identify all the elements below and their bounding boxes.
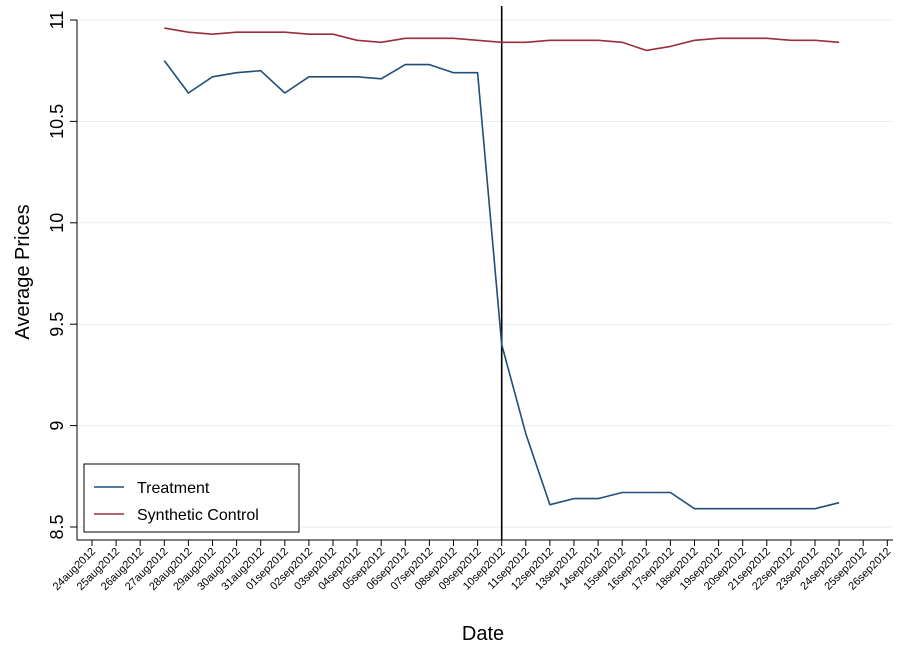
y-ticks: 8.5 9 9.5 10 10.5 11 (47, 11, 77, 540)
legend-label-synthetic-control: Synthetic Control (137, 507, 259, 524)
series-lines (163, 27, 840, 510)
legend-label-treatment: Treatment (137, 480, 210, 497)
y-tick-label: 9 (47, 421, 67, 431)
series-line-treatment (163, 60, 840, 510)
y-tick-label: 10 (47, 213, 67, 233)
legend: Treatment Synthetic Control (83, 463, 300, 533)
y-tick-label: 11 (47, 11, 67, 30)
y-tick-label: 10.5 (47, 104, 67, 139)
y-tick-label: 8.5 (47, 514, 67, 539)
legend-box (83, 463, 300, 533)
y-tick-label: 9.5 (47, 312, 67, 337)
x-axis-title: Date (462, 623, 504, 645)
series-line-synthetic-control (164, 27, 840, 52)
y-axis-title: Average Prices (12, 204, 34, 339)
